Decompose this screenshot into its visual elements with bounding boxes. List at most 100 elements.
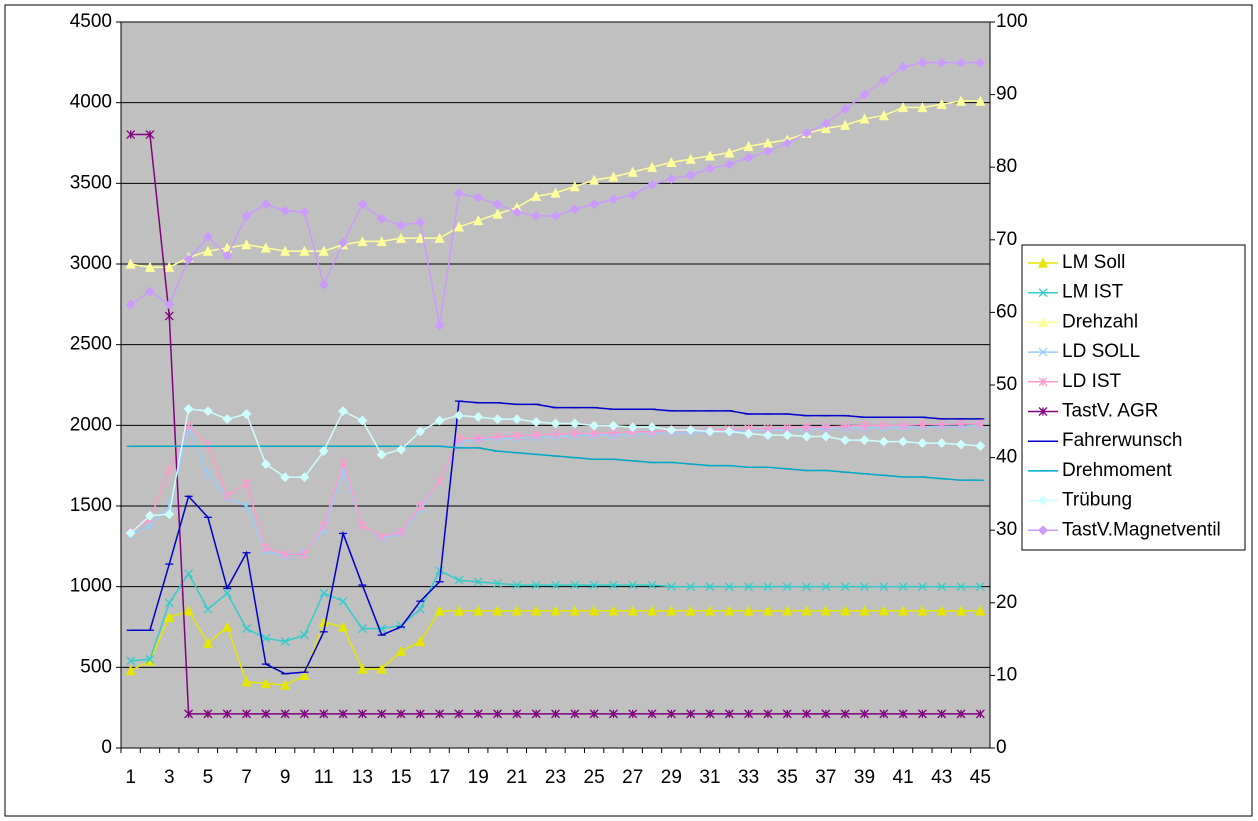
marker [820,605,831,616]
x-tick-label: 43 [931,767,952,788]
marker [685,425,696,435]
marker [511,605,522,616]
marker [338,457,348,467]
marker [531,430,541,440]
marker [879,709,889,719]
marker [299,549,309,559]
marker [241,210,252,221]
marker [492,605,503,616]
marker [473,192,484,203]
marker [1038,377,1048,387]
marker [647,422,657,433]
marker [860,709,869,719]
marker [743,152,754,163]
marker [376,663,387,674]
marker [260,459,271,470]
marker [260,678,271,689]
marker [821,709,831,719]
marker [782,138,793,149]
marker [955,95,967,106]
marker [956,582,966,592]
marker [589,428,599,438]
marker [183,404,194,414]
marker [280,637,290,646]
marker [202,245,213,256]
marker [473,214,484,226]
marker [1038,288,1048,298]
marker [570,709,580,719]
marker [859,605,870,616]
marker [686,709,696,719]
marker [782,430,793,441]
legend-label: TastV.Magnetventil [1062,519,1221,540]
marker [589,199,600,210]
marker [898,62,909,72]
marker [917,438,928,448]
legend-label: TastV. AGR [1062,401,1158,422]
marker [434,415,445,426]
x-tick-label: 23 [545,767,566,788]
marker [473,709,483,719]
marker [376,449,387,460]
marker [415,426,426,437]
marker [936,605,947,616]
marker [435,566,445,575]
marker [802,709,812,719]
marker [551,580,560,590]
y2-tick-label: 90 [996,84,1017,105]
marker [551,709,560,719]
marker [280,709,290,719]
marker [1038,525,1048,536]
marker [125,528,136,539]
marker [821,422,831,432]
marker [840,119,851,130]
marker [898,436,909,447]
marker [453,605,464,616]
y-tick-label: 500 [80,656,112,677]
marker [299,472,310,483]
marker [878,436,889,447]
y-tick-label: 1500 [70,495,112,516]
marker [666,173,677,184]
marker [550,605,561,616]
marker [338,621,349,632]
marker [705,709,715,719]
marker [724,582,734,592]
marker [878,605,889,616]
marker [242,478,251,488]
marker [936,438,947,448]
marker [183,605,194,616]
marker [357,709,367,719]
marker [184,569,194,579]
marker [222,588,232,598]
marker [164,261,175,272]
marker [975,709,985,719]
marker [280,679,291,690]
marker [415,604,425,614]
x-tick-label: 7 [241,767,252,788]
y-tick-label: 3000 [70,253,112,274]
marker [164,299,175,310]
y2-tick-label: 70 [996,229,1017,250]
marker [318,279,329,290]
marker [569,418,580,429]
marker [299,669,310,681]
marker [338,596,348,606]
marker [241,239,252,250]
marker [280,245,291,256]
plot-area [120,21,991,749]
marker [280,472,291,483]
marker [879,582,889,592]
marker [126,656,136,666]
marker [608,194,619,205]
marker [415,636,426,647]
marker [801,128,812,138]
marker [415,501,425,511]
marker [975,419,985,429]
marker [608,605,619,616]
marker [955,605,967,616]
marker [569,605,580,616]
marker [376,235,387,247]
marker [415,217,426,228]
marker [666,582,676,592]
